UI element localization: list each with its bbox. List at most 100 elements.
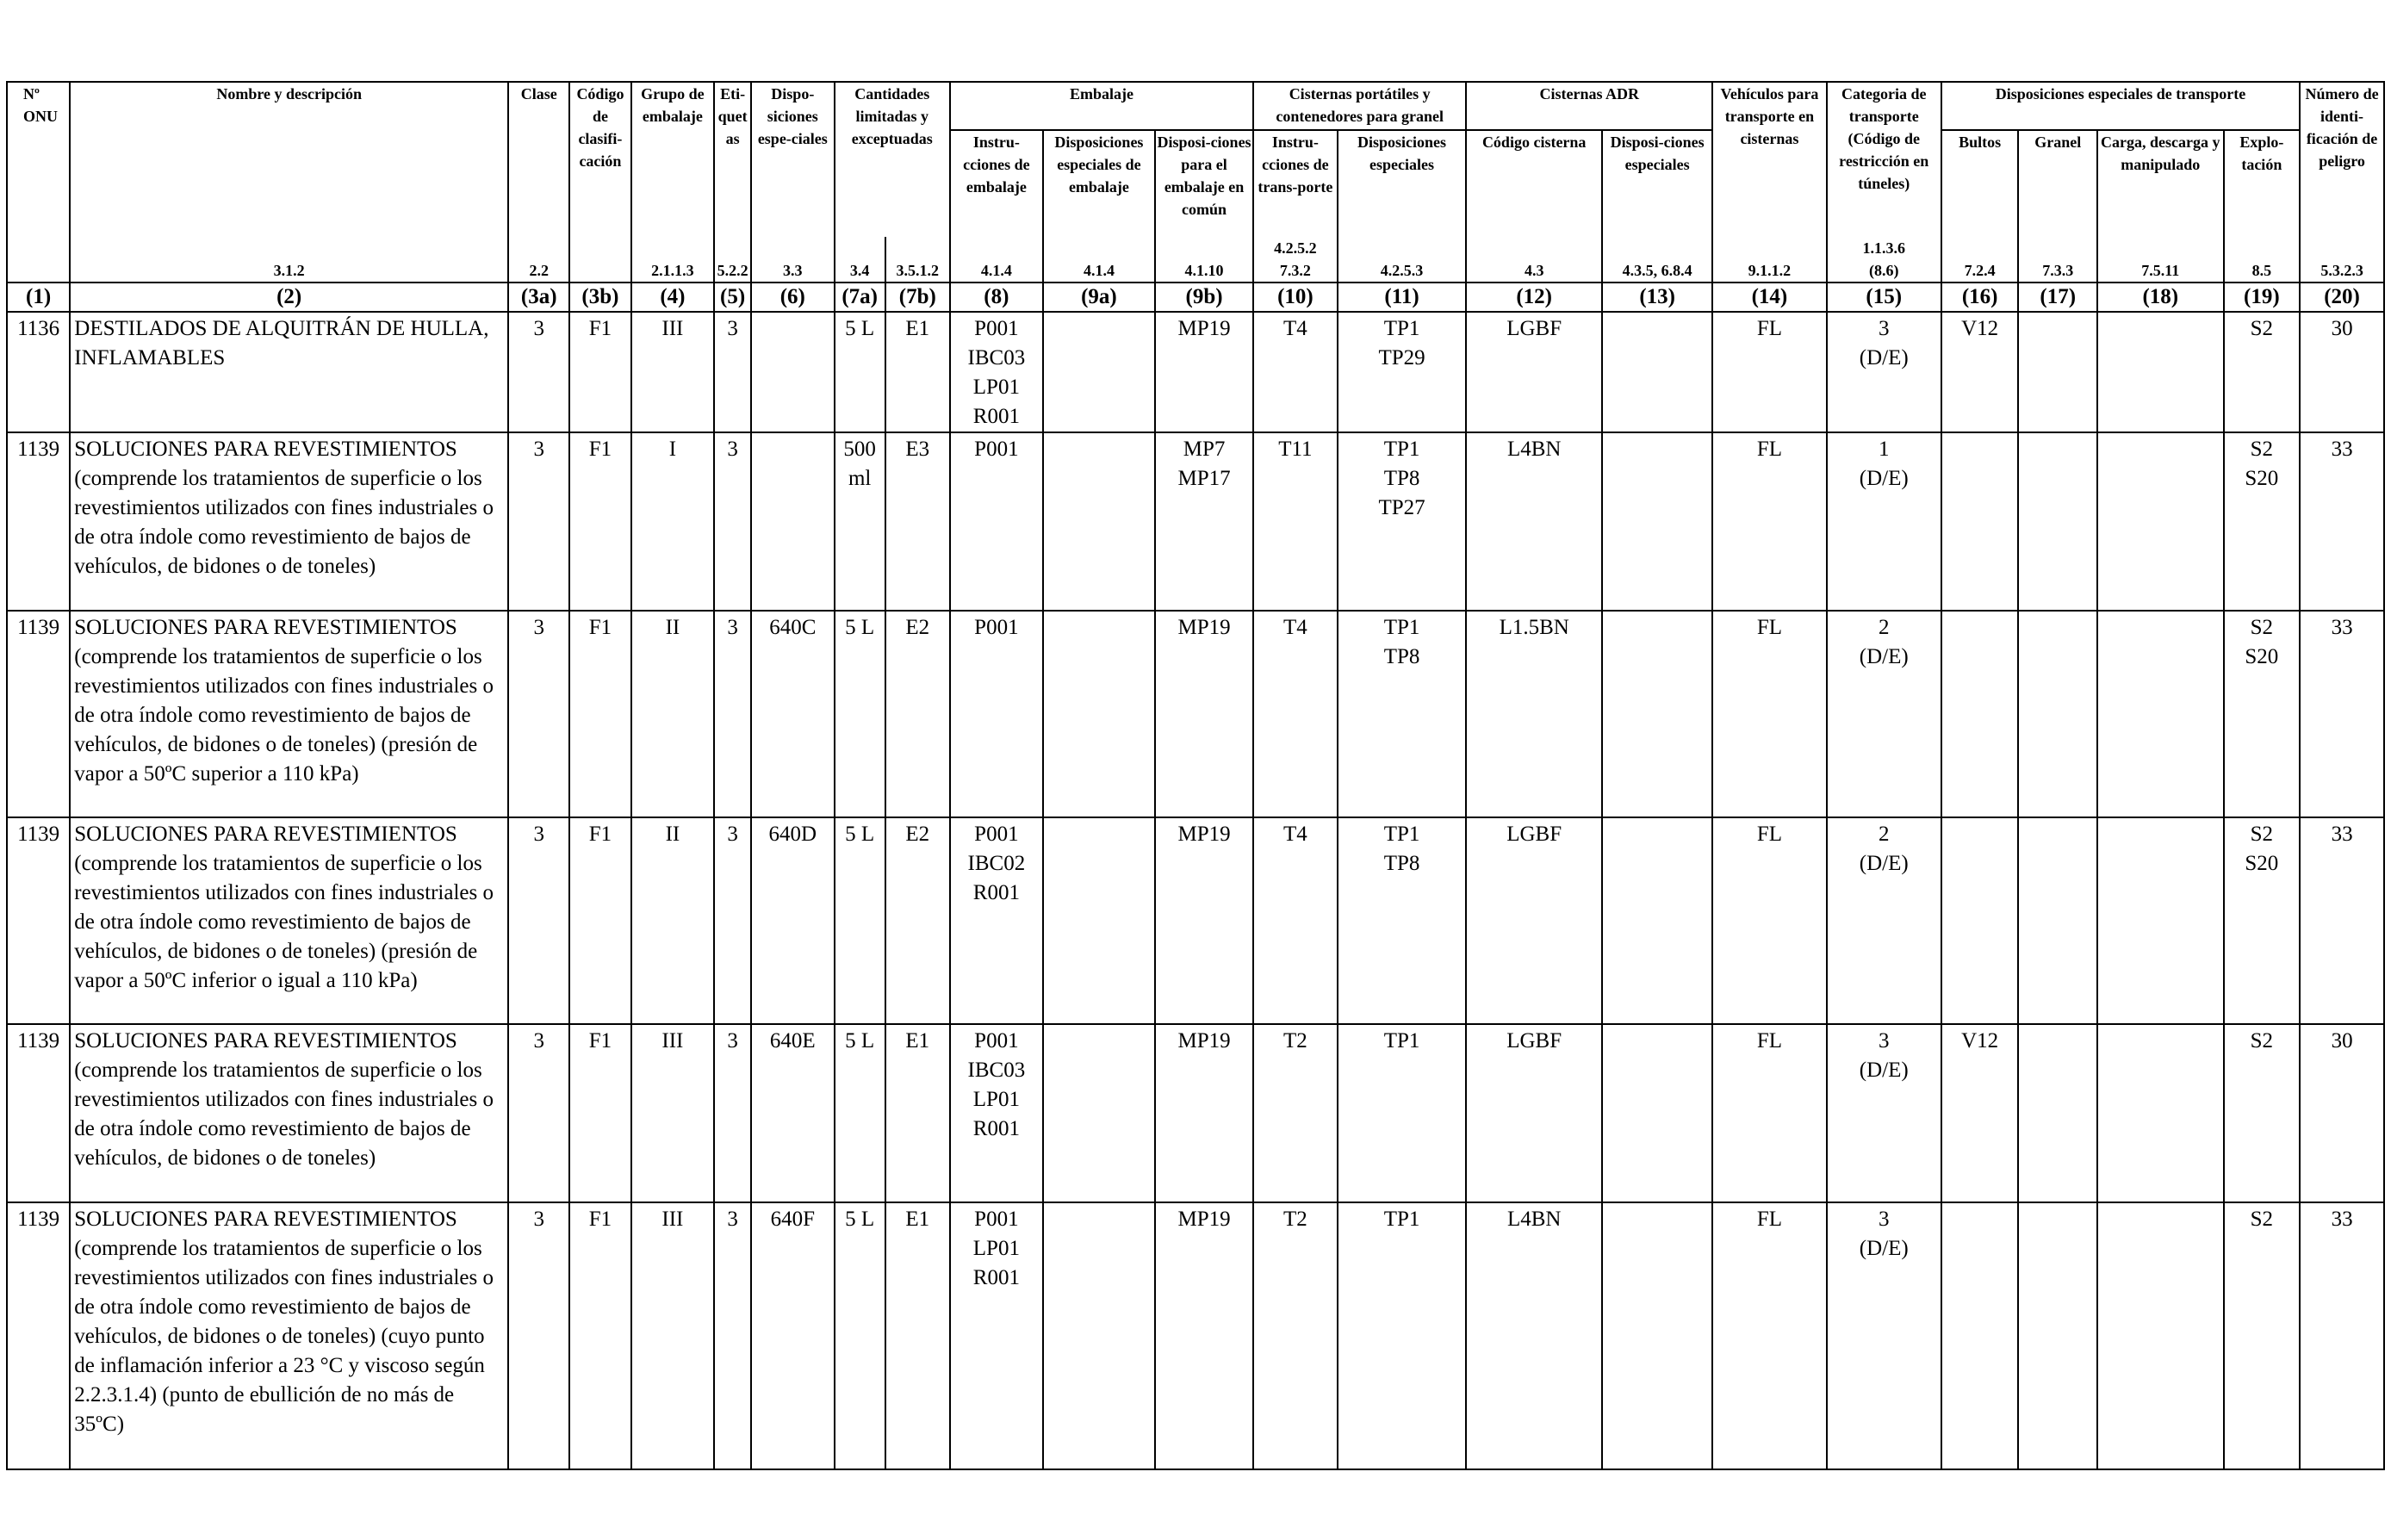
ref-9a: 4.1.4 [1041,237,1157,283]
onu-cell: 1139 [5,1202,71,1470]
transport-category: (D/E) [1859,645,1909,668]
class-cell: 3 [507,1202,571,1470]
portable-tank-provision: TP27 [1378,496,1425,519]
classification-code: F1 [588,317,612,340]
header-embalaje-disp-text: Disposiciones especiales de embalaje [1054,134,1144,196]
excepted-qty-cell: E1 [884,1023,951,1203]
header-embalaje: Embalaje [948,81,1255,131]
header-dis-transporte-text: Disposiciones especiales de transporte [1995,85,2246,102]
header-cp-instr: Instru-cciones de trans-porte [1252,129,1338,237]
tank-vehicle: FL [1756,438,1783,461]
hazard-number: 33 [2331,438,2353,461]
ref-8: 4.1.4 [948,237,1044,283]
ref-3a: 2.2 [507,237,571,283]
provisions-cell: 640E [749,1023,835,1203]
column-number: (15) [1825,282,1942,313]
operation-cell: S2 [2222,1023,2301,1203]
ref-5: 5.2.2 [713,237,752,283]
header-etiquetas-text: Eti-quetas [717,85,748,147]
operation-provision: S2 [2250,823,2274,846]
ref-12: 4.3 [1465,237,1604,283]
excepted-qty-cell: E2 [884,817,951,1025]
hazard-number: 33 [2331,1208,2353,1231]
class-cell: 3 [507,817,571,1025]
substance-name: SOLUCIONES PARA REVESTIMIENTOS (comprend… [74,616,494,786]
special-provisions: 640E [769,1029,816,1053]
adr-tank-code-cell: LGBF [1465,1023,1604,1203]
header-codigo: Código de clasifi-cación [568,81,632,237]
packing-group: I [668,438,677,461]
header-bultos: Bultos [1940,129,2020,237]
portable-tank-instr-cell: T4 [1252,610,1338,818]
adr-tank-code: L1.5BN [1499,616,1569,639]
operation-provision: S2 [2250,616,2274,639]
tank-vehicle: FL [1756,1029,1783,1053]
header-cp-disp: Disposiciones especiales [1336,129,1468,237]
onu-number: 1139 [17,1208,60,1231]
hazard-number: 33 [2331,823,2353,846]
class-cell: 3 [507,311,571,433]
excepted-qty-cell: E1 [884,311,951,433]
limited-qty-cell: 5 L [833,1202,886,1470]
header-onu-text: Nº ONU [23,85,58,125]
excepted-quantity: E3 [905,438,930,461]
group-cell: II [630,610,716,818]
operation-cell: S2 S20 [2222,432,2301,612]
label-value: 3 [727,1029,738,1053]
packing-instruction: LP01 [972,376,1020,399]
mixed-packing-provision: MP7 [1183,438,1226,461]
column-number: (17) [2017,282,2099,313]
ref-18: 7.5.11 [2096,237,2225,283]
portable-tank-provision: TP1 [1383,317,1420,340]
reference-row: 3.1.2 2.2 2.1.1.3 5.2.2 3.3 3.4 3.5.1.2 … [5,237,2385,283]
header-explotacion-text: Explo-tación [2239,134,2284,173]
code-cell: F1 [568,1023,632,1203]
name-cell: SOLUCIONES PARA REVESTIMIENTOS (comprend… [69,817,510,1025]
portable-tank-instr-cell: T4 [1252,311,1338,433]
adr-tank-code: L4BN [1506,1208,1562,1231]
mixed-packing-cell: MP19 [1154,1023,1255,1203]
packages-cell: V12 [1940,311,2020,433]
transport-category-cell: 3 (D/E) [1825,1202,1942,1470]
hazard-number-cell: 33 [2299,817,2385,1025]
table-row: 1139 SOLUCIONES PARA REVESTIMIENTOS (comp… [5,1023,2385,1203]
header-granel-text: Granel [2034,134,2082,151]
table-row: 1139 SOLUCIONES PARA REVESTIMIENTOS (comp… [5,817,2385,1025]
labels-cell: 3 [713,817,752,1025]
onu-cell: 1136 [5,311,71,433]
substance-name: DESTILADOS DE ALQUITRÁN DE HULLA, INFLAM… [74,317,489,369]
classification-code: F1 [588,438,612,461]
table-body: 1136 DESTILADOS DE ALQUITRÁN DE HULLA, IN… [5,311,2385,1470]
portable-tank-prov-cell: TP1 TP8 [1336,817,1468,1025]
onu-cell: 1139 [5,432,71,612]
transport-category-cell: 3 (D/E) [1825,311,1942,433]
header-name-text: Nombre y descripción [216,85,362,102]
label-value: 3 [727,317,738,340]
header-numero-peligro-text: Número de identi-ficación de peligro [2305,85,2379,170]
adr-tank-code-cell: L1.5BN [1465,610,1604,818]
hazard-number-cell: 33 [2299,432,2385,612]
ref-15: 1.1.3.6 (8.6) [1825,237,1942,283]
portable-tank-provision: TP8 [1383,852,1420,875]
header-carga-text: Carga, descarga y manipulado [2101,134,2220,173]
packing-instruction: P001 [974,1208,1019,1231]
provisions-cell [749,311,835,433]
header-categoria: Categoria de transporte (Código de restr… [1825,81,1942,237]
name-cell: SOLUCIONES PARA REVESTIMIENTOS (comprend… [69,432,510,612]
provisions-cell: 640C [749,610,835,818]
portable-tank-provision: TP1 [1383,438,1420,461]
header-numero-peligro: Número de identi-ficación de peligro [2299,81,2385,237]
operation-cell: S2 [2222,1202,2301,1470]
operation-provision: S20 [2245,467,2279,490]
ref-1 [5,237,71,283]
adr-tank-prov-cell [1601,817,1714,1025]
operation-cell: S2 S20 [2222,817,2301,1025]
onu-cell: 1139 [5,1023,71,1203]
loading-cell [2096,1023,2225,1203]
ref-3b [568,237,632,283]
hazard-number: 30 [2331,1029,2353,1053]
classification-code: F1 [588,823,612,846]
transport-category-cell: 3 (D/E) [1825,1023,1942,1203]
portable-tank-instruction: T4 [1283,317,1307,340]
packing-instruction: P001 [974,1029,1019,1053]
